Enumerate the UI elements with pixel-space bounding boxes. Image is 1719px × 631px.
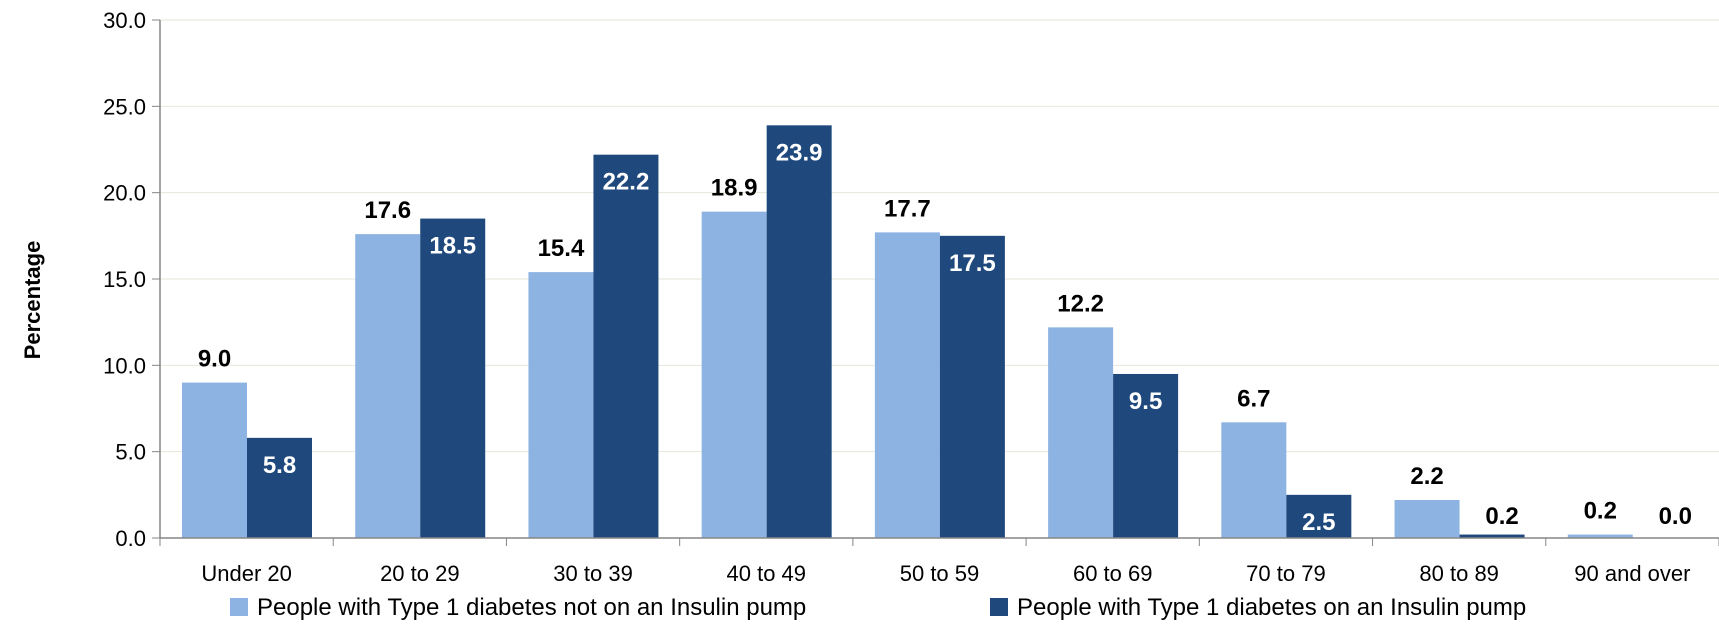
data-label: 18.5 bbox=[429, 233, 476, 260]
bar bbox=[701, 211, 767, 538]
y-tick-label: 30.0 bbox=[103, 8, 146, 33]
legend-label: People with Type 1 diabetes not on an In… bbox=[257, 594, 806, 621]
bar bbox=[1048, 327, 1114, 538]
x-tick-label: 60 to 69 bbox=[1073, 561, 1153, 586]
x-tick-label: Under 20 bbox=[201, 561, 292, 586]
bar bbox=[182, 382, 247, 538]
y-tick-label: 5.0 bbox=[115, 440, 146, 465]
data-label: 0.2 bbox=[1485, 503, 1518, 530]
legend-swatch bbox=[990, 598, 1008, 616]
y-tick-label: 15.0 bbox=[103, 267, 146, 292]
x-tick-label: 30 to 39 bbox=[553, 561, 633, 586]
bar bbox=[528, 272, 594, 538]
x-tick-label: 70 to 79 bbox=[1246, 561, 1326, 586]
bar bbox=[939, 235, 1005, 539]
x-tick-label: 80 to 89 bbox=[1419, 561, 1499, 586]
data-label: 23.9 bbox=[776, 139, 823, 166]
data-label: 17.5 bbox=[949, 250, 996, 277]
bar bbox=[1459, 534, 1525, 538]
data-label: 0.0 bbox=[1659, 503, 1692, 530]
data-label: 12.2 bbox=[1057, 290, 1104, 317]
data-label: 2.2 bbox=[1410, 463, 1443, 490]
data-label: 17.7 bbox=[884, 195, 931, 222]
bar bbox=[593, 154, 659, 538]
legend: People with Type 1 diabetes not on an In… bbox=[230, 594, 1526, 621]
data-label: 15.4 bbox=[538, 235, 585, 262]
x-tick-label: 20 to 29 bbox=[380, 561, 460, 586]
x-tick-label: 90 and over bbox=[1574, 561, 1690, 586]
data-label: 22.2 bbox=[603, 169, 650, 196]
y-tick-label: 10.0 bbox=[103, 353, 146, 378]
bar bbox=[247, 437, 312, 538]
data-label: 17.6 bbox=[364, 197, 411, 224]
bar bbox=[355, 234, 421, 538]
data-label: 6.7 bbox=[1237, 385, 1270, 412]
y-tick-label: 0.0 bbox=[115, 526, 146, 551]
data-labels: 9.0 17.6 15.4 18.9 17.7 12.2 6.7 2.2 0.2 5.8 18.5 2… bbox=[198, 139, 1692, 536]
legend-label: People with Type 1 diabetes on an Insuli… bbox=[1017, 594, 1526, 621]
bar bbox=[1567, 534, 1633, 538]
bar bbox=[1286, 494, 1352, 538]
legend-swatch bbox=[230, 598, 248, 616]
y-tick-label: 25.0 bbox=[103, 94, 146, 119]
data-label: 9.0 bbox=[198, 346, 231, 373]
bars bbox=[182, 125, 1633, 539]
axes: 0.0 5.0 10.0 15.0 20.0 25.0 30.0 Under 20 20 to … bbox=[103, 8, 1719, 586]
data-label: 9.5 bbox=[1129, 388, 1162, 415]
data-label: 5.8 bbox=[263, 452, 296, 479]
bar bbox=[766, 125, 832, 539]
bar bbox=[1113, 373, 1179, 538]
x-tick-label: 50 to 59 bbox=[900, 561, 980, 586]
bar bbox=[874, 232, 940, 538]
data-label: 18.9 bbox=[711, 175, 758, 202]
x-tick-label: 40 to 49 bbox=[727, 561, 807, 586]
bar bbox=[420, 218, 486, 539]
data-label: 0.2 bbox=[1584, 498, 1617, 525]
bar bbox=[1221, 422, 1287, 538]
bar bbox=[1394, 500, 1460, 538]
data-label: 2.5 bbox=[1302, 509, 1335, 536]
y-tick-label: 20.0 bbox=[103, 181, 146, 206]
y-axis-label: Percentage bbox=[20, 241, 45, 360]
